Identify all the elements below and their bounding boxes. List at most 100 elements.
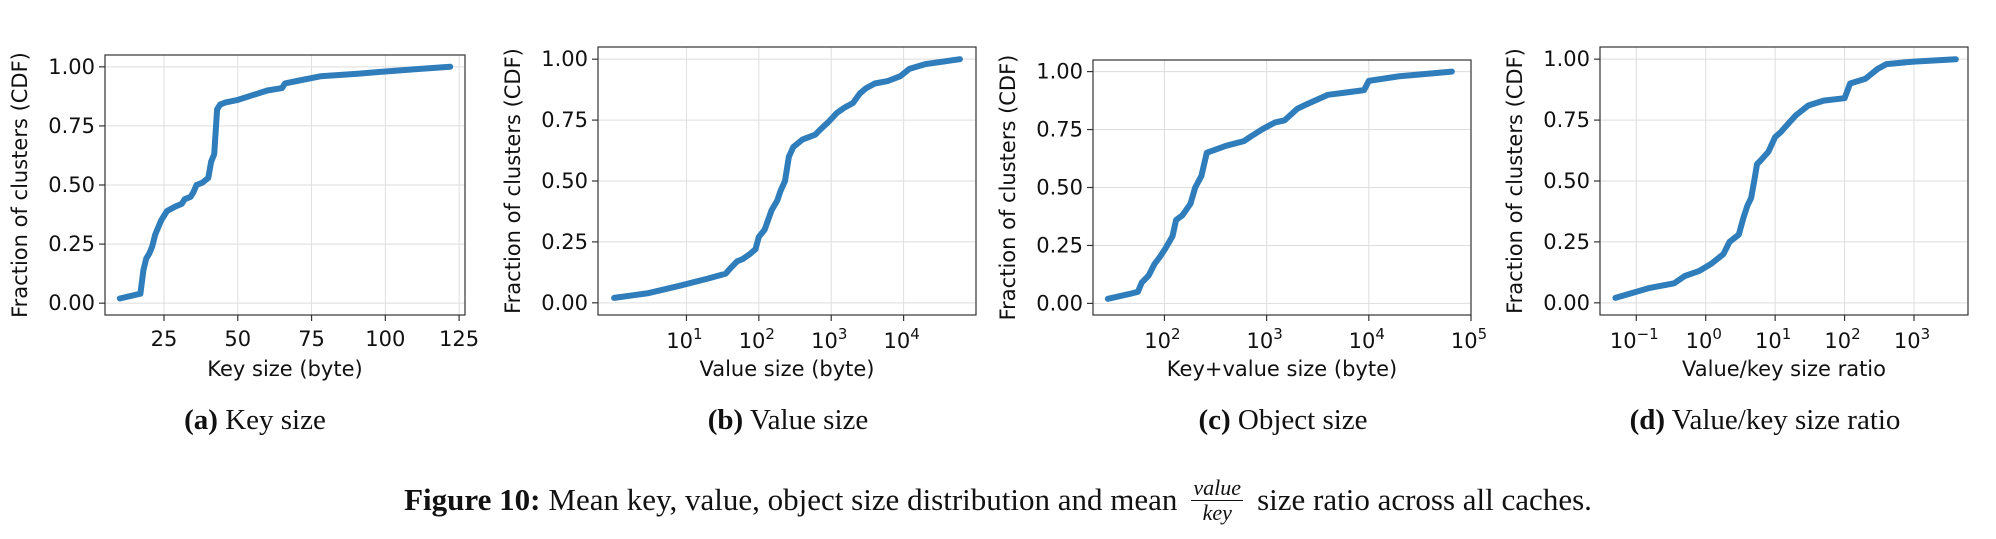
chart-a-y-axis-label: Fraction of clusters (CDF) (8, 52, 32, 318)
figure-caption-before: Mean key, value, object size distributio… (548, 482, 1178, 517)
chart-b-x-tick-label-base-0: 10 (666, 329, 693, 353)
subcaption-c-letter: (c) (1198, 404, 1231, 436)
chart-d-x-axis-label: Value/key size ratio (1682, 357, 1886, 381)
chart-c-cdf-line (1104, 68, 1455, 302)
chart-c-x-tick-label-exp-0: 2 (1171, 325, 1181, 343)
chart-d-x-tick-label-exp-2: 1 (1782, 325, 1792, 343)
fraction-numerator: value (1191, 474, 1244, 501)
chart-d-y-tick-label-0: 0.00 (1543, 291, 1590, 315)
chart-d-x-tick-label-exp-4: 3 (1921, 325, 1931, 343)
chart-c-x-tick-label-2: 104 (1349, 325, 1385, 353)
subcaption-d: (d) Value/key size ratio (1555, 400, 1975, 440)
chart-c-x-tick-label-exp-3: 5 (1478, 325, 1488, 343)
subcaption-a-letter: (a) (184, 404, 218, 436)
figure-caption-fraction: value key (1191, 474, 1244, 525)
chart-b-x-tick-label-exp-2: 3 (838, 325, 848, 343)
chart-c-x-axis-label: Key+value size (byte) (1167, 357, 1397, 381)
chart-d-x-tick-label-base-1: 10 (1686, 329, 1713, 353)
chart-d-x-tick-label-base-2: 10 (1755, 329, 1782, 353)
chart-b-x-tick-label-1: 102 (739, 325, 775, 353)
chart-a-y-tick-label-3: 0.75 (48, 114, 95, 138)
chart-c-x-tick-label-base-0: 10 (1144, 329, 1171, 353)
chart-b-x-tick-label-base-2: 10 (811, 329, 838, 353)
chart-a-y-tick-label-1: 0.25 (48, 232, 95, 256)
figure-caption-after: size ratio across all caches. (1257, 482, 1592, 517)
figure-caption-label: Figure 10: (404, 482, 541, 517)
chart-c-x-tick-label-exp-2: 4 (1375, 325, 1385, 343)
subcaption-a-text: Key size (225, 404, 326, 436)
chart-b-y-tick-label-4: 1.00 (541, 47, 588, 71)
chart-a-x-axis-label: Key size (byte) (207, 357, 362, 381)
chart-d-x-tick-label-exp-3: 2 (1851, 325, 1861, 343)
chart-c-y-tick-label-4: 1.00 (1036, 60, 1083, 84)
chart-d-x-tick-label-0: 10−1 (1610, 325, 1659, 353)
subcaption-a: (a) Key size (105, 400, 405, 440)
chart-a-cdf-line (116, 63, 454, 302)
chart-c-y-tick-label-2: 0.50 (1036, 176, 1083, 200)
subcaption-b-letter: (b) (707, 404, 744, 436)
subcaption-b: (b) Value size (598, 400, 978, 440)
chart-a-x-tick-label-4: 125 (439, 327, 479, 351)
subcaption-d-letter: (d) (1629, 404, 1666, 436)
chart-c-x-tick-label-0: 102 (1144, 325, 1180, 353)
chart-d-y-tick-label-2: 0.50 (1543, 169, 1590, 193)
chart-c: 102 103 104 1050.000.250.500.751.00Key+valu… (996, 55, 1487, 381)
chart-d-x-tick-label-2: 101 (1755, 325, 1791, 353)
chart-b-y-tick-label-0: 0.00 (541, 291, 588, 315)
chart-b-y-tick-label-3: 0.75 (541, 108, 588, 132)
chart-c-x-tick-label-base-2: 10 (1349, 329, 1376, 353)
chart-d: 10−1 100 101 102 1030.000.250.500.751.00Valu… (1503, 46, 1969, 381)
chart-b-x-tick-label-base-3: 10 (883, 329, 910, 353)
chart-c-y-tick-label-1: 0.25 (1036, 233, 1083, 257)
chart-b-y-axis-label: Fraction of clusters (CDF) (501, 48, 525, 314)
chart-a-y-tick-label-4: 1.00 (48, 55, 95, 79)
chart-d-x-tick-label-3: 102 (1824, 325, 1860, 353)
chart-c-y-tick-label-0: 0.00 (1036, 291, 1083, 315)
chart-c-x-tick-label-exp-1: 3 (1273, 325, 1283, 343)
chart-b-x-tick-label-exp-1: 2 (765, 325, 775, 343)
chart-c-x-tick-label-base-1: 10 (1246, 329, 1273, 353)
subcaption-c: (c) Object size (1093, 400, 1473, 440)
chart-b-x-tick-label-3: 104 (883, 325, 919, 353)
chart-c-x-tick-label-base-3: 10 (1451, 329, 1478, 353)
subcaption-b-text: Value size (749, 404, 869, 436)
chart-a-x-tick-label-2: 75 (298, 327, 325, 351)
chart-b-x-tick-label-2: 103 (811, 325, 847, 353)
chart-d-x-tick-label-1: 100 (1686, 325, 1722, 353)
subcaption-c-text: Object size (1237, 404, 1368, 436)
chart-d-y-axis-label: Fraction of clusters (CDF) (1503, 48, 1527, 314)
fraction-denominator: key (1202, 499, 1232, 525)
chart-b-x-tick-label-0: 101 (666, 325, 702, 353)
chart-b-x-tick-label-exp-0: 1 (693, 325, 703, 343)
chart-c-y-axis-label: Fraction of clusters (CDF) (996, 55, 1020, 321)
chart-c-y-tick-label-3: 0.75 (1036, 118, 1083, 142)
subcaption-d-text: Value/key size ratio (1671, 404, 1901, 436)
chart-a-x-tick-label-1: 50 (224, 327, 251, 351)
chart-a-x-tick-label-3: 100 (365, 327, 405, 351)
chart-d-y-tick-label-4: 1.00 (1543, 47, 1590, 71)
chart-a-y-tick-label-2: 0.50 (48, 173, 95, 197)
chart-a-x-tick-label-0: 25 (151, 327, 178, 351)
chart-a-y-tick-label-0: 0.00 (48, 291, 95, 315)
chart-b-x-axis-label: Value size (byte) (699, 357, 874, 381)
chart-b-cdf-line (611, 56, 963, 301)
chart-b-x-tick-label-exp-3: 4 (910, 325, 920, 343)
chart-b-y-tick-label-1: 0.25 (541, 230, 588, 254)
chart-b-y-tick-label-2: 0.50 (541, 169, 588, 193)
chart-b-x-tick-label-base-1: 10 (739, 329, 766, 353)
chart-d-x-tick-label-exp-0: −1 (1637, 325, 1659, 343)
chart-c-x-tick-label-1: 103 (1246, 325, 1282, 353)
chart-d-x-tick-label-exp-1: 0 (1712, 325, 1722, 343)
chart-d-x-tick-label-base-0: 10 (1610, 329, 1637, 353)
figure-caption: Figure 10: Mean key, value, object size … (0, 472, 1996, 528)
chart-c-x-tick-label-3: 105 (1451, 325, 1487, 353)
chart-d-x-tick-label-base-3: 10 (1824, 329, 1851, 353)
chart-d-x-tick-label-base-4: 10 (1894, 329, 1921, 353)
chart-d-x-tick-label-4: 103 (1894, 325, 1930, 353)
chart-d-y-tick-label-3: 0.75 (1543, 108, 1590, 132)
chart-d-cdf-line (1612, 56, 1959, 301)
chart-a: 25 50 75 100 125 0.00 0.25 0.50 0.75 1.00 Key size… (8, 52, 479, 381)
chart-d-y-tick-label-1: 0.25 (1543, 230, 1590, 254)
